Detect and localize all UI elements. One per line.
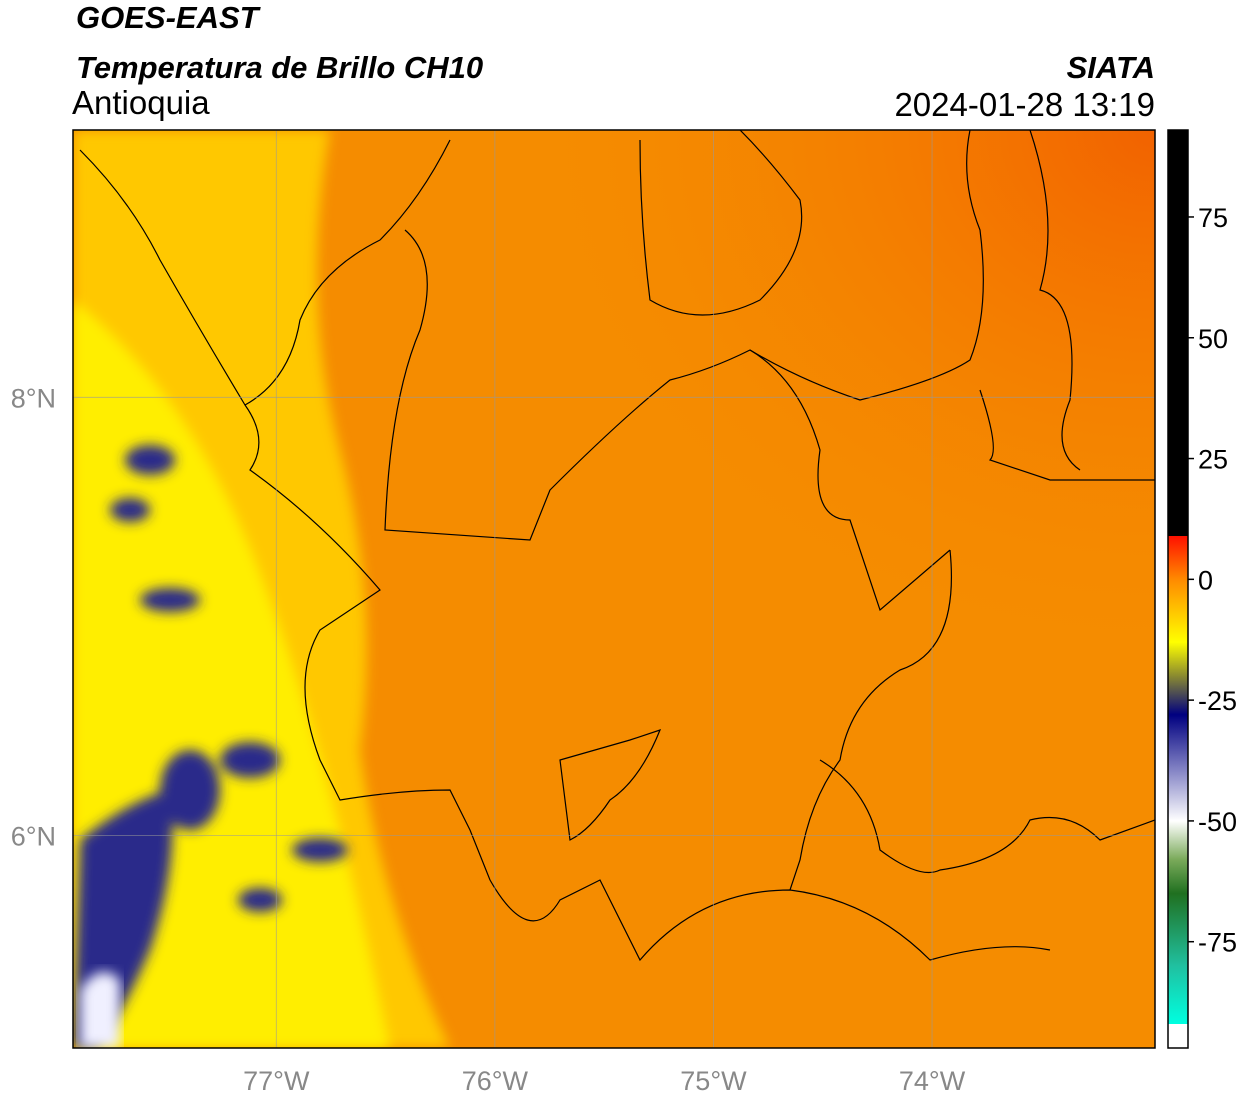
map-field xyxy=(73,130,1155,1048)
datetime: 2024-01-28 13:19 xyxy=(894,86,1155,123)
lat-tick-label: 6°N xyxy=(11,821,56,851)
lon-tick-label: 75°W xyxy=(680,1066,747,1096)
colorbar-tick-label: 75 xyxy=(1198,203,1228,233)
lat-tick-label: 8°N xyxy=(11,383,56,413)
colorbar-tick-label: -25 xyxy=(1198,686,1237,716)
lon-tick-label: 74°W xyxy=(899,1066,966,1096)
colorbar-tick-label: 25 xyxy=(1198,445,1228,475)
colorbar-tick-label: 50 xyxy=(1198,324,1228,354)
source: SIATA xyxy=(1067,50,1155,85)
colorbar-tick-label: 0 xyxy=(1198,565,1213,595)
title: GOES-EAST xyxy=(76,0,262,35)
colorbar-tick-label: -50 xyxy=(1198,807,1237,837)
lon-tick-label: 76°W xyxy=(462,1066,529,1096)
graticule xyxy=(73,130,1155,1048)
map-frame xyxy=(72,129,1156,1049)
colorbar-tick-label: -75 xyxy=(1198,928,1237,958)
lon-tick-label: 77°W xyxy=(243,1066,310,1096)
subtitle: Temperatura de Brillo CH10 xyxy=(76,50,483,85)
region: Antioquia xyxy=(72,84,210,121)
colorbar xyxy=(1167,129,1189,1049)
